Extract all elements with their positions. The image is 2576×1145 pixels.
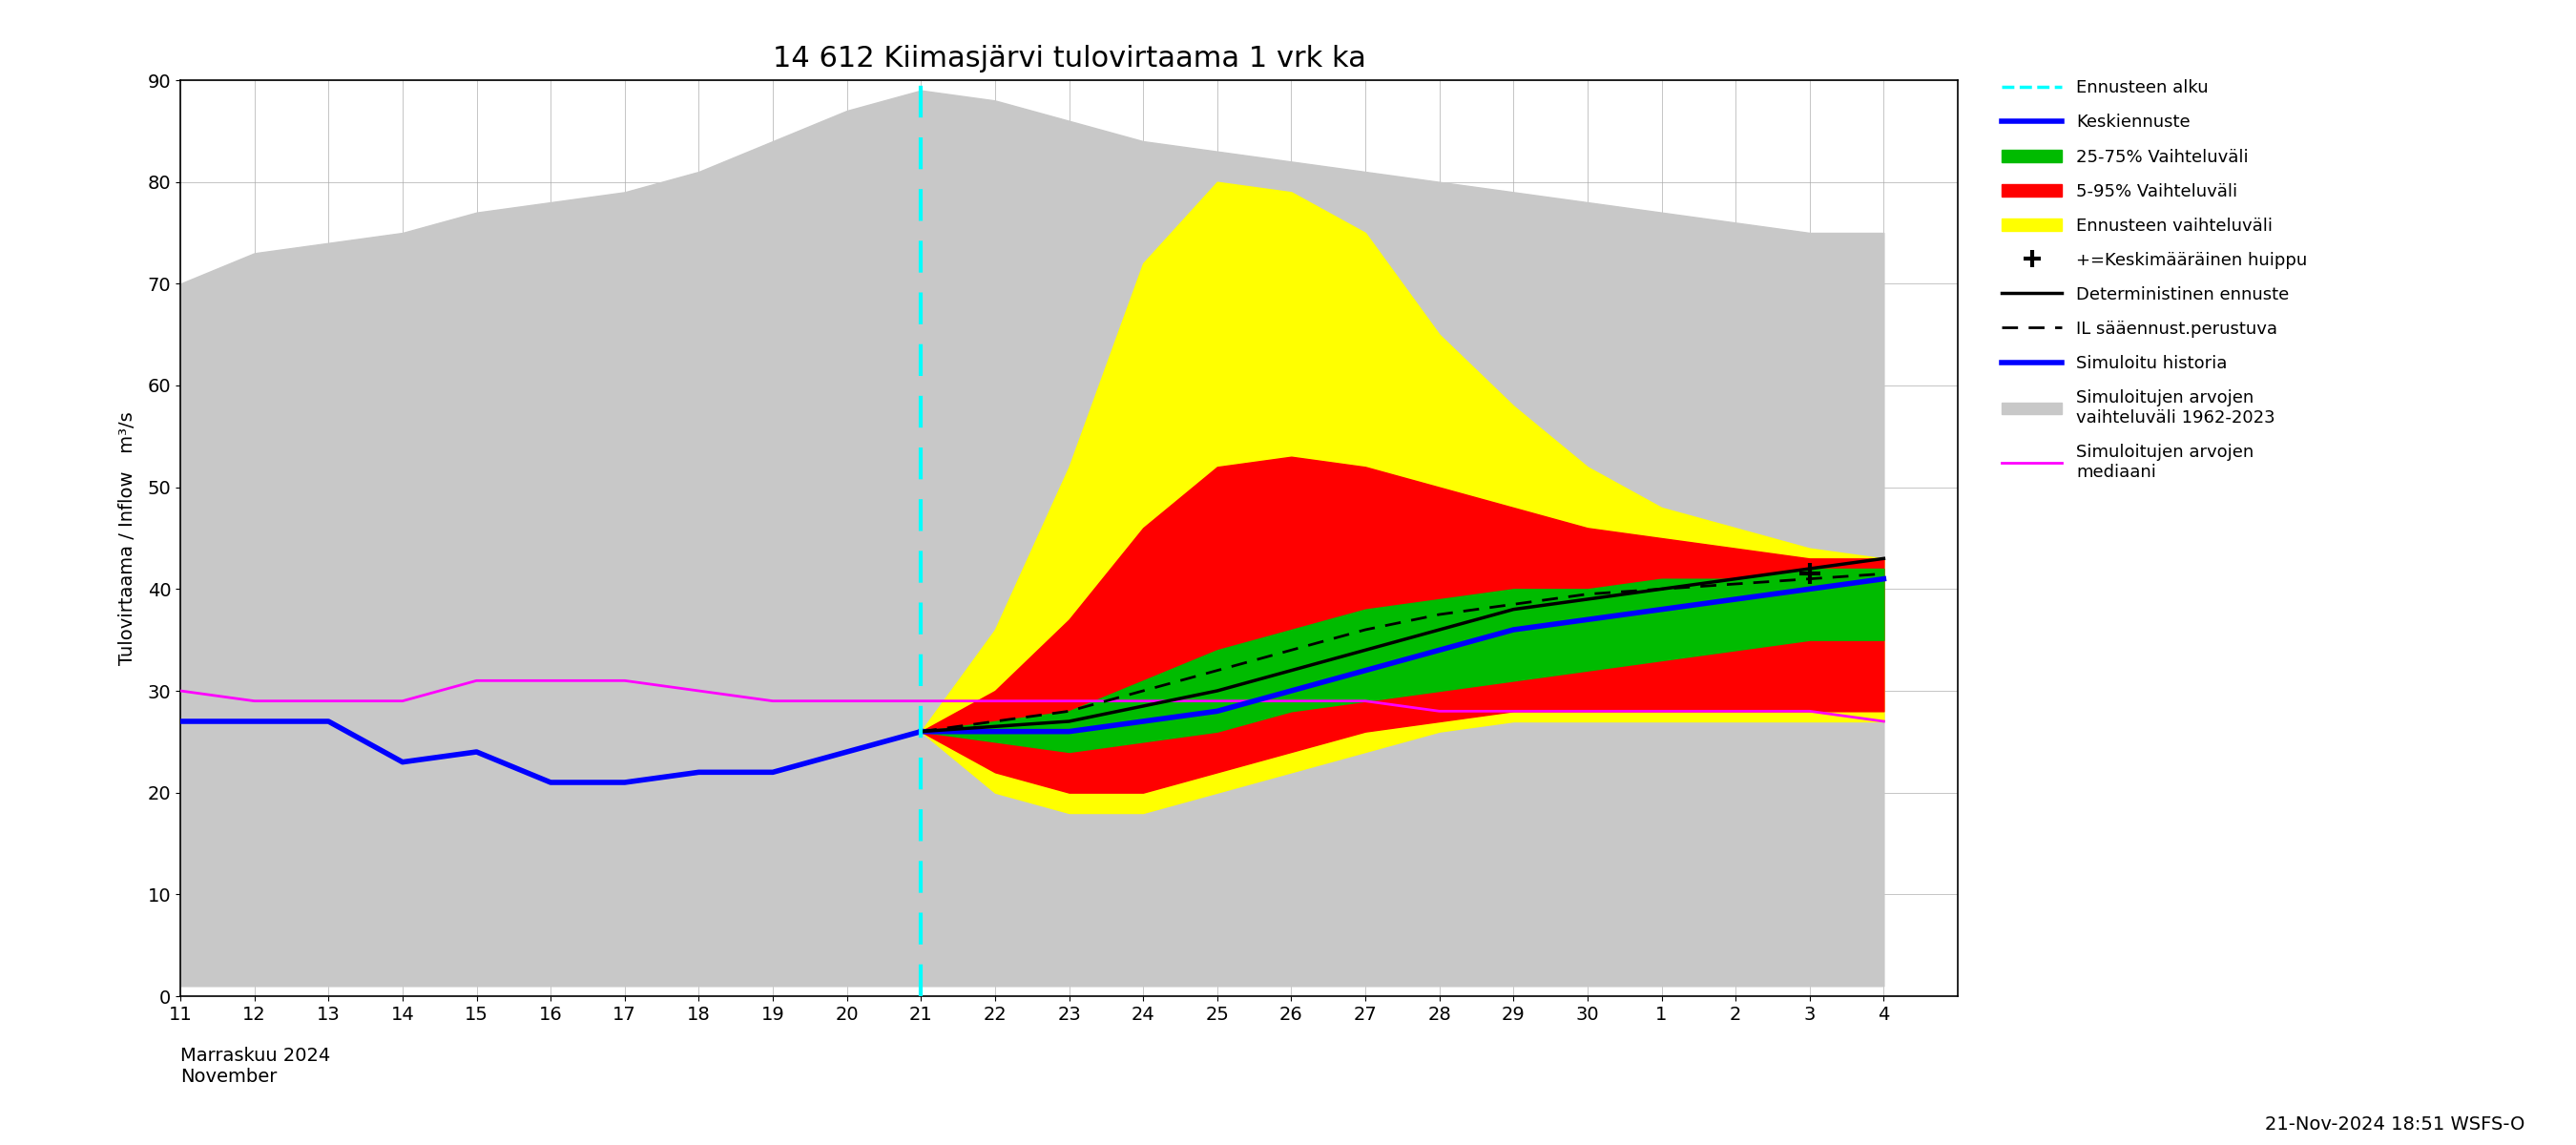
Text: Marraskuu 2024
November: Marraskuu 2024 November [180, 1047, 330, 1085]
Text: 21-Nov-2024 18:51 WSFS-O: 21-Nov-2024 18:51 WSFS-O [2264, 1115, 2524, 1134]
Y-axis label: Tulovirtaama / Inflow   m³/s: Tulovirtaama / Inflow m³/s [118, 411, 137, 665]
Legend: Ennusteen alku, Keskiennuste, 25-75% Vaihteluväli, 5-95% Vaihteluväli, Ennusteen: Ennusteen alku, Keskiennuste, 25-75% Vai… [2002, 80, 2308, 481]
Title: 14 612 Kiimasjärvi tulovirtaama 1 vrk ka: 14 612 Kiimasjärvi tulovirtaama 1 vrk ka [773, 45, 1365, 72]
